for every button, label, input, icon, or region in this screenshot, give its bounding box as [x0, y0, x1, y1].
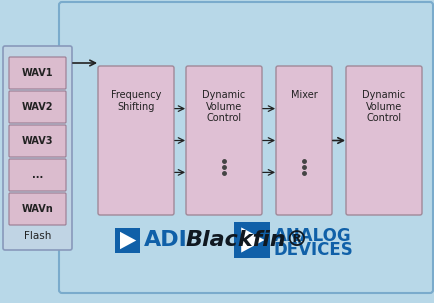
- FancyBboxPatch shape: [186, 66, 261, 215]
- Text: WAV3: WAV3: [22, 136, 53, 146]
- FancyBboxPatch shape: [275, 66, 331, 215]
- Text: WAV1: WAV1: [22, 68, 53, 78]
- Text: Dynamic
Volume
Control: Dynamic Volume Control: [202, 90, 245, 123]
- FancyBboxPatch shape: [233, 222, 270, 258]
- Text: WAVn: WAVn: [22, 204, 53, 214]
- Text: Dynamic
Volume
Control: Dynamic Volume Control: [362, 90, 404, 123]
- FancyBboxPatch shape: [9, 159, 66, 191]
- FancyBboxPatch shape: [3, 46, 72, 250]
- Text: Flash: Flash: [24, 231, 51, 241]
- FancyBboxPatch shape: [59, 2, 432, 293]
- Polygon shape: [240, 227, 264, 253]
- Text: ANALOG: ANALOG: [273, 227, 351, 245]
- Text: WAV2: WAV2: [22, 102, 53, 112]
- FancyBboxPatch shape: [345, 66, 421, 215]
- FancyBboxPatch shape: [115, 228, 140, 253]
- FancyBboxPatch shape: [9, 57, 66, 89]
- FancyBboxPatch shape: [9, 193, 66, 225]
- Text: Mixer: Mixer: [290, 90, 317, 100]
- FancyBboxPatch shape: [9, 91, 66, 123]
- Text: DEVICES: DEVICES: [273, 241, 353, 259]
- Text: Blackfin®: Blackfin®: [186, 231, 308, 251]
- Text: Frequency
Shifting: Frequency Shifting: [111, 90, 161, 112]
- FancyBboxPatch shape: [9, 125, 66, 157]
- Text: ...: ...: [32, 170, 43, 180]
- FancyBboxPatch shape: [98, 66, 174, 215]
- Polygon shape: [120, 232, 136, 249]
- Text: ADI: ADI: [144, 231, 187, 251]
